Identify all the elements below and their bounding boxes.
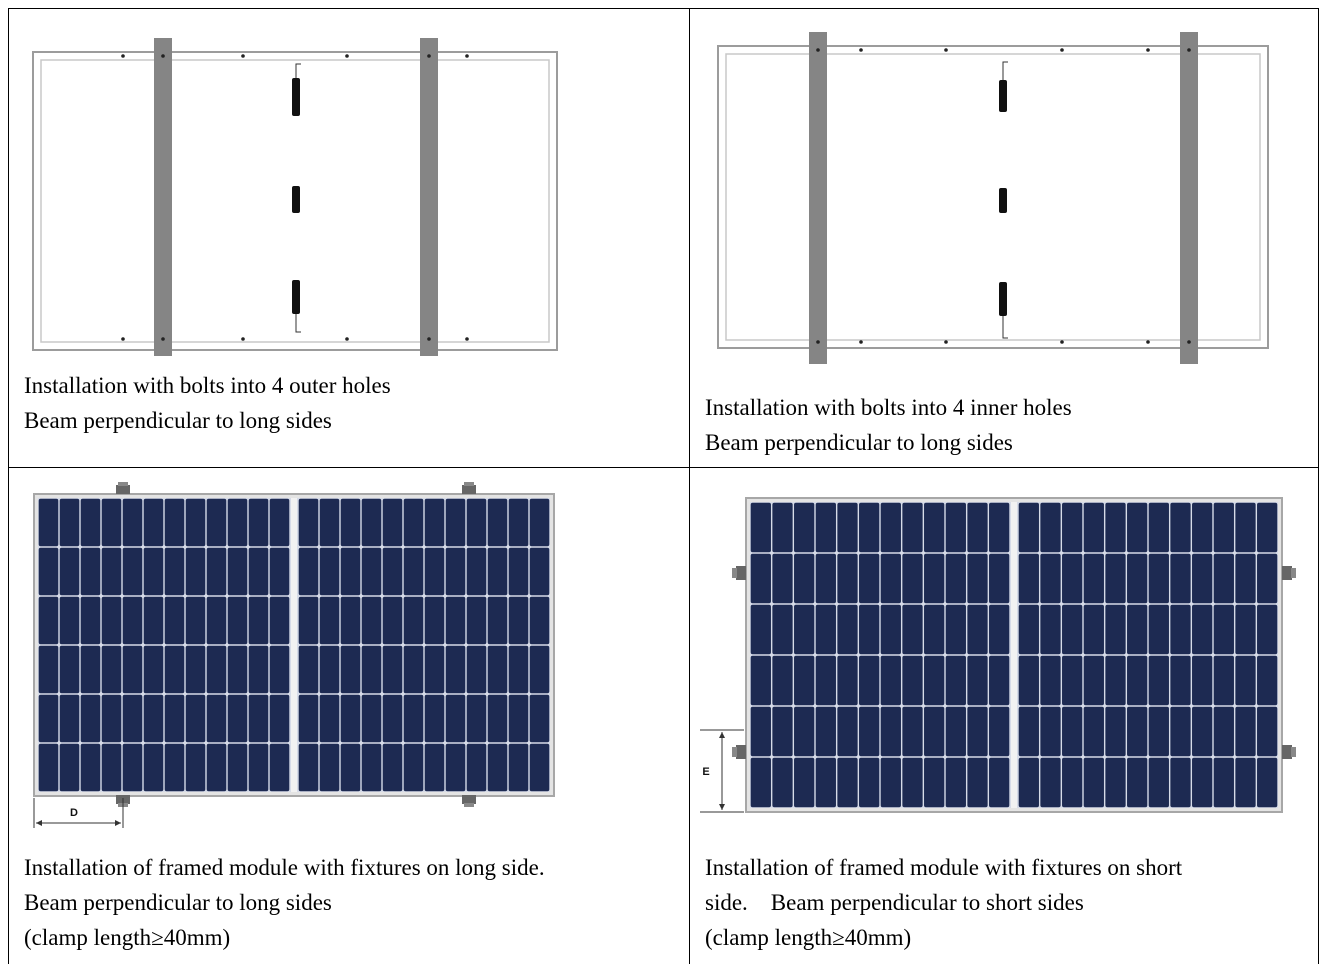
dimension-label-e: E	[702, 766, 709, 778]
solar-module-short-side-clamps-diagram: E	[700, 497, 1296, 813]
caption-line: Installation with bolts into 4 outer hol…	[24, 373, 391, 398]
solar-module-long-side-clamps-diagram: D	[33, 482, 555, 828]
table-border-left	[8, 8, 9, 964]
table-border-middle	[8, 467, 1319, 468]
dimension-label-d: D	[70, 807, 78, 819]
caption-bottom-left: Installation of framed module with fixtu…	[24, 850, 545, 955]
caption-line: Installation of framed module with fixtu…	[705, 855, 1183, 880]
caption-line: side. Beam perpendicular to short sides	[705, 890, 1084, 915]
caption-line: Beam perpendicular to long sides	[24, 890, 332, 915]
caption-line: Beam perpendicular to long sides	[705, 430, 1013, 455]
caption-line: Beam perpendicular to long sides	[24, 408, 332, 433]
caption-line: Installation with bolts into 4 inner hol…	[705, 395, 1072, 420]
frame-back-outer-holes-diagram	[32, 38, 558, 356]
caption-line: (clamp length≥40mm)	[705, 925, 912, 950]
caption-top-left: Installation with bolts into 4 outer hol…	[24, 368, 391, 438]
caption-top-right: Installation with bolts into 4 inner hol…	[705, 390, 1072, 460]
frame-back-inner-holes-diagram	[717, 32, 1269, 364]
table-border-center	[689, 8, 690, 964]
table-border-top	[8, 8, 1319, 9]
caption-line: (clamp length≥40mm)	[24, 925, 231, 950]
caption-bottom-right: Installation of framed module with fixtu…	[705, 850, 1182, 955]
caption-line: Installation of framed module with fixtu…	[24, 855, 545, 880]
